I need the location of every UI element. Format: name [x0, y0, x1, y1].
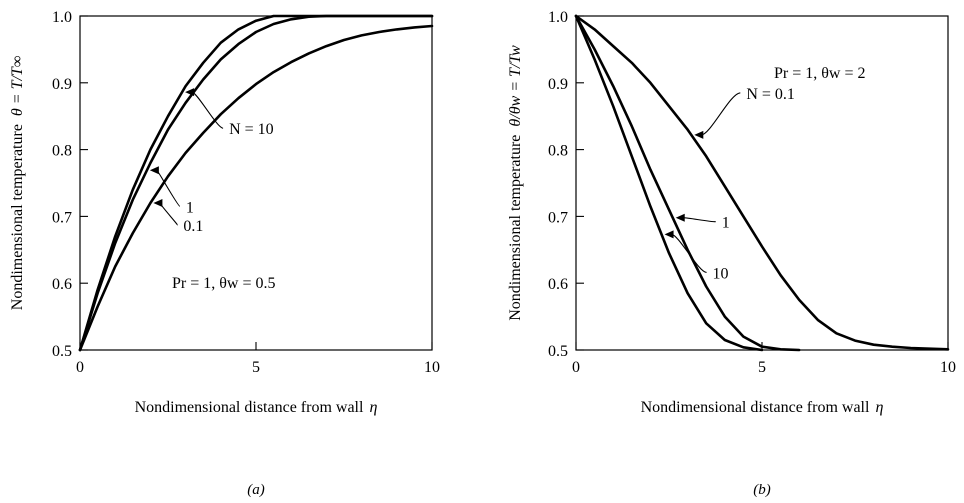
label-leader-2 — [671, 233, 707, 273]
plot-frame-b — [575, 15, 949, 351]
curve-label-0: N = 10 — [229, 121, 274, 138]
x-tick-label: 10 — [424, 359, 440, 376]
x-tick-label: 5 — [252, 359, 260, 376]
label-arrowhead-1 — [675, 213, 685, 222]
chart-panel-a: 0 5 10 0.5 0.6 0.7 0.8 0.9 1.0 N = 10 1 0.1 Pr = 1… — [9, 9, 440, 498]
chart-panel-b: 0 5 10 0.5 0.6 0.7 0.8 0.9 1.0 N = 0.1 1 10 Pr = 1… — [507, 9, 956, 498]
x-tick-label: 0 — [572, 359, 580, 376]
curve-label-2: 10 — [713, 265, 729, 282]
curves-a — [78, 14, 434, 352]
y-tick-label: 0.5 — [548, 343, 568, 360]
y-tick-label: 1.0 — [52, 9, 72, 26]
y-tick-label: 0.6 — [548, 276, 568, 293]
y-tick-label: 0.9 — [52, 76, 72, 93]
series-line-0 — [574, 14, 950, 351]
y-tick-label: 0.7 — [548, 209, 568, 226]
curves-b — [574, 14, 950, 352]
label-leader-1 — [682, 217, 716, 223]
curve-label-2: 0.1 — [183, 218, 203, 235]
label-arrowhead-0 — [694, 130, 704, 139]
x-tick-label: 5 — [758, 359, 766, 376]
curve-label-1: 1 — [722, 215, 730, 232]
series-line-2 — [574, 14, 764, 352]
label-arrowhead-0 — [185, 88, 195, 97]
x-axis-label-b: Nondimensional distance from wall η — [641, 399, 884, 416]
ticks-a: 0 5 10 0.5 0.6 0.7 0.8 0.9 1.0 — [52, 9, 440, 376]
annotation-b: Pr = 1, θw = 2 — [774, 65, 866, 82]
label-leader-0 — [191, 91, 224, 129]
curve-labels-b: N = 0.1 1 10 — [664, 86, 795, 282]
y-tick-label: 0.6 — [52, 276, 72, 293]
ticks-b: 0 5 10 0.5 0.6 0.7 0.8 0.9 1.0 — [548, 9, 956, 376]
plot-frame-a — [79, 15, 433, 351]
caption-a: (a) — [247, 482, 265, 498]
y-tick-label: 0.5 — [52, 343, 72, 360]
annotation-a: Pr = 1, θw = 0.5 — [172, 275, 276, 292]
y-tick-label: 0.7 — [52, 209, 72, 226]
y-axis-label-b: Nondimensional temperatureθ/θw = T/Tw — [507, 45, 524, 321]
y-axis-label-a: Nondimensional temperatureθ = T/T∞ — [9, 56, 26, 310]
y-tick-label: 0.8 — [52, 143, 72, 160]
y-tick-label: 0.8 — [548, 143, 568, 160]
y-tick-label: 0.9 — [548, 76, 568, 93]
y-tick-label: 1.0 — [548, 9, 568, 26]
label-arrowhead-2 — [153, 199, 163, 208]
curve-labels-a: N = 10 1 0.1 — [149, 88, 274, 235]
x-tick-label: 0 — [76, 359, 84, 376]
series-line-0 — [78, 14, 434, 352]
x-tick-label: 10 — [940, 359, 956, 376]
label-leader-0 — [701, 92, 741, 136]
label-arrowhead-2 — [664, 230, 674, 239]
label-arrowhead-1 — [149, 166, 159, 175]
x-axis-label-a: Nondimensional distance from wall η — [135, 399, 378, 416]
series-line-1 — [574, 14, 801, 352]
curve-label-0: N = 0.1 — [746, 86, 795, 103]
series-line-2 — [78, 24, 434, 352]
curve-label-1: 1 — [186, 199, 194, 216]
caption-b: (b) — [753, 482, 771, 498]
label-leader-2 — [159, 202, 178, 226]
series-line-1 — [78, 14, 434, 352]
